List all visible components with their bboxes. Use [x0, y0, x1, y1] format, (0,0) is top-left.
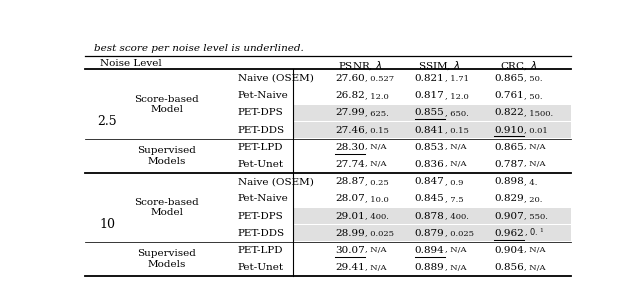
Text: 0.856: 0.856: [494, 263, 524, 272]
Text: , 4.: , 4.: [524, 178, 538, 186]
Text: Supervised
Models: Supervised Models: [138, 249, 196, 269]
Text: 0.821: 0.821: [415, 74, 445, 83]
Text: 29.01: 29.01: [335, 211, 365, 221]
Text: 30.07: 30.07: [335, 246, 365, 255]
Text: Naive (OSEM): Naive (OSEM): [237, 177, 314, 186]
Text: 28.30: 28.30: [335, 143, 365, 152]
Text: Noise Level: Noise Level: [100, 59, 161, 68]
Text: , N/A: , N/A: [524, 160, 545, 169]
Text: , N/A: , N/A: [445, 246, 466, 255]
Text: PSNR, $\lambda$: PSNR, $\lambda$: [338, 59, 383, 72]
Text: PET-DPS: PET-DPS: [237, 211, 284, 221]
Text: , 0.01: , 0.01: [524, 126, 548, 134]
Text: 0.904: 0.904: [494, 246, 524, 255]
Text: , N/A: , N/A: [524, 246, 545, 255]
Text: 0.845: 0.845: [415, 194, 445, 203]
Text: Pet-Naive: Pet-Naive: [237, 194, 289, 203]
Text: 0.817: 0.817: [415, 91, 445, 100]
Text: 0.829: 0.829: [494, 194, 524, 203]
Text: , N/A: , N/A: [365, 264, 387, 272]
Text: 28.07: 28.07: [335, 194, 365, 203]
Text: , 400.: , 400.: [365, 212, 389, 220]
Text: , 1500.: , 1500.: [524, 109, 553, 117]
Text: , 10.0: , 10.0: [365, 195, 389, 203]
Text: 0.787: 0.787: [494, 160, 524, 169]
Bar: [293, 208, 571, 224]
Text: PET-LPD: PET-LPD: [237, 246, 284, 255]
Text: , 50.: , 50.: [524, 74, 543, 82]
Text: Pet-Naive: Pet-Naive: [237, 91, 289, 100]
Text: , N/A: , N/A: [445, 264, 466, 272]
Text: , 650.: , 650.: [445, 109, 468, 117]
Text: Pet-Unet: Pet-Unet: [237, 160, 284, 169]
Bar: [293, 122, 571, 138]
Text: 0.894: 0.894: [415, 246, 445, 255]
Text: PET-DPS: PET-DPS: [237, 108, 284, 118]
Text: , 12.0: , 12.0: [365, 92, 389, 100]
Text: 0.889: 0.889: [415, 263, 445, 272]
Text: 0.841: 0.841: [415, 125, 445, 135]
Bar: [293, 105, 571, 121]
Text: , N/A: , N/A: [365, 246, 387, 255]
Text: , 50.: , 50.: [524, 92, 543, 100]
Text: , 0.9: , 0.9: [445, 178, 463, 186]
Text: Pet-Unet: Pet-Unet: [237, 263, 284, 272]
Text: 27.99: 27.99: [335, 108, 365, 118]
Text: 0.847: 0.847: [415, 177, 445, 186]
Text: Score-based
Model: Score-based Model: [134, 198, 199, 217]
Text: , N/A: , N/A: [365, 143, 387, 151]
Text: 27.60: 27.60: [335, 74, 365, 83]
Text: 0.910: 0.910: [494, 125, 524, 135]
Text: 28.87: 28.87: [335, 177, 365, 186]
Text: 0.878: 0.878: [415, 211, 445, 221]
Text: 0.822: 0.822: [494, 108, 524, 118]
Text: , 400.: , 400.: [445, 212, 468, 220]
Text: Score-based
Model: Score-based Model: [134, 95, 199, 114]
Text: 29.41: 29.41: [335, 263, 365, 272]
Text: 0.761: 0.761: [494, 91, 524, 100]
Text: best score per noise level is underlined.: best score per noise level is underlined…: [94, 44, 304, 53]
Text: , 0.15: , 0.15: [445, 126, 468, 134]
Text: 0.855: 0.855: [415, 108, 445, 118]
Text: PET-LPD: PET-LPD: [237, 143, 284, 152]
Text: 0.853: 0.853: [415, 143, 445, 152]
Text: 0.865: 0.865: [494, 74, 524, 83]
Text: 26.82: 26.82: [335, 91, 365, 100]
Text: Naive (OSEM): Naive (OSEM): [237, 74, 314, 83]
Text: 0.898: 0.898: [494, 177, 524, 186]
Text: , N/A: , N/A: [445, 143, 466, 151]
Text: SSIM, $\lambda$: SSIM, $\lambda$: [419, 59, 461, 72]
Text: 10: 10: [99, 218, 115, 231]
Text: , 0.025: , 0.025: [445, 229, 474, 237]
Text: 27.74: 27.74: [335, 160, 365, 169]
Text: , 0.527: , 0.527: [365, 74, 394, 82]
Text: , N/A: , N/A: [365, 160, 387, 169]
Text: 0.836: 0.836: [415, 160, 445, 169]
Text: , 12.0: , 12.0: [445, 92, 468, 100]
Text: , 0.15: , 0.15: [365, 126, 389, 134]
Text: 28.99: 28.99: [335, 229, 365, 238]
Text: 0.962: 0.962: [494, 229, 524, 238]
Text: Supervised
Models: Supervised Models: [138, 146, 196, 166]
Text: , 625.: , 625.: [365, 109, 389, 117]
Bar: [293, 225, 571, 241]
Text: 0.865: 0.865: [494, 143, 524, 152]
Text: , 0.025: , 0.025: [365, 229, 394, 237]
Text: 0.907: 0.907: [494, 211, 524, 221]
Text: 27.46: 27.46: [335, 125, 365, 135]
Text: 2.5: 2.5: [97, 115, 117, 128]
Text: , N/A: , N/A: [524, 143, 545, 151]
Text: , 7.5: , 7.5: [445, 195, 463, 203]
Text: , N/A: , N/A: [445, 160, 466, 169]
Text: PET-DDS: PET-DDS: [237, 125, 285, 135]
Text: , 1.71: , 1.71: [445, 74, 468, 82]
Text: , N/A: , N/A: [524, 264, 545, 272]
Text: , 20.: , 20.: [524, 195, 542, 203]
Text: , $0.^{\mathregular{1}}$: , $0.^{\mathregular{1}}$: [524, 227, 544, 240]
Text: PET-DDS: PET-DDS: [237, 229, 285, 238]
Text: , 0.25: , 0.25: [365, 178, 389, 186]
Text: 0.879: 0.879: [415, 229, 445, 238]
Text: , 550.: , 550.: [524, 212, 548, 220]
Text: CRC, $\lambda$: CRC, $\lambda$: [500, 59, 538, 72]
